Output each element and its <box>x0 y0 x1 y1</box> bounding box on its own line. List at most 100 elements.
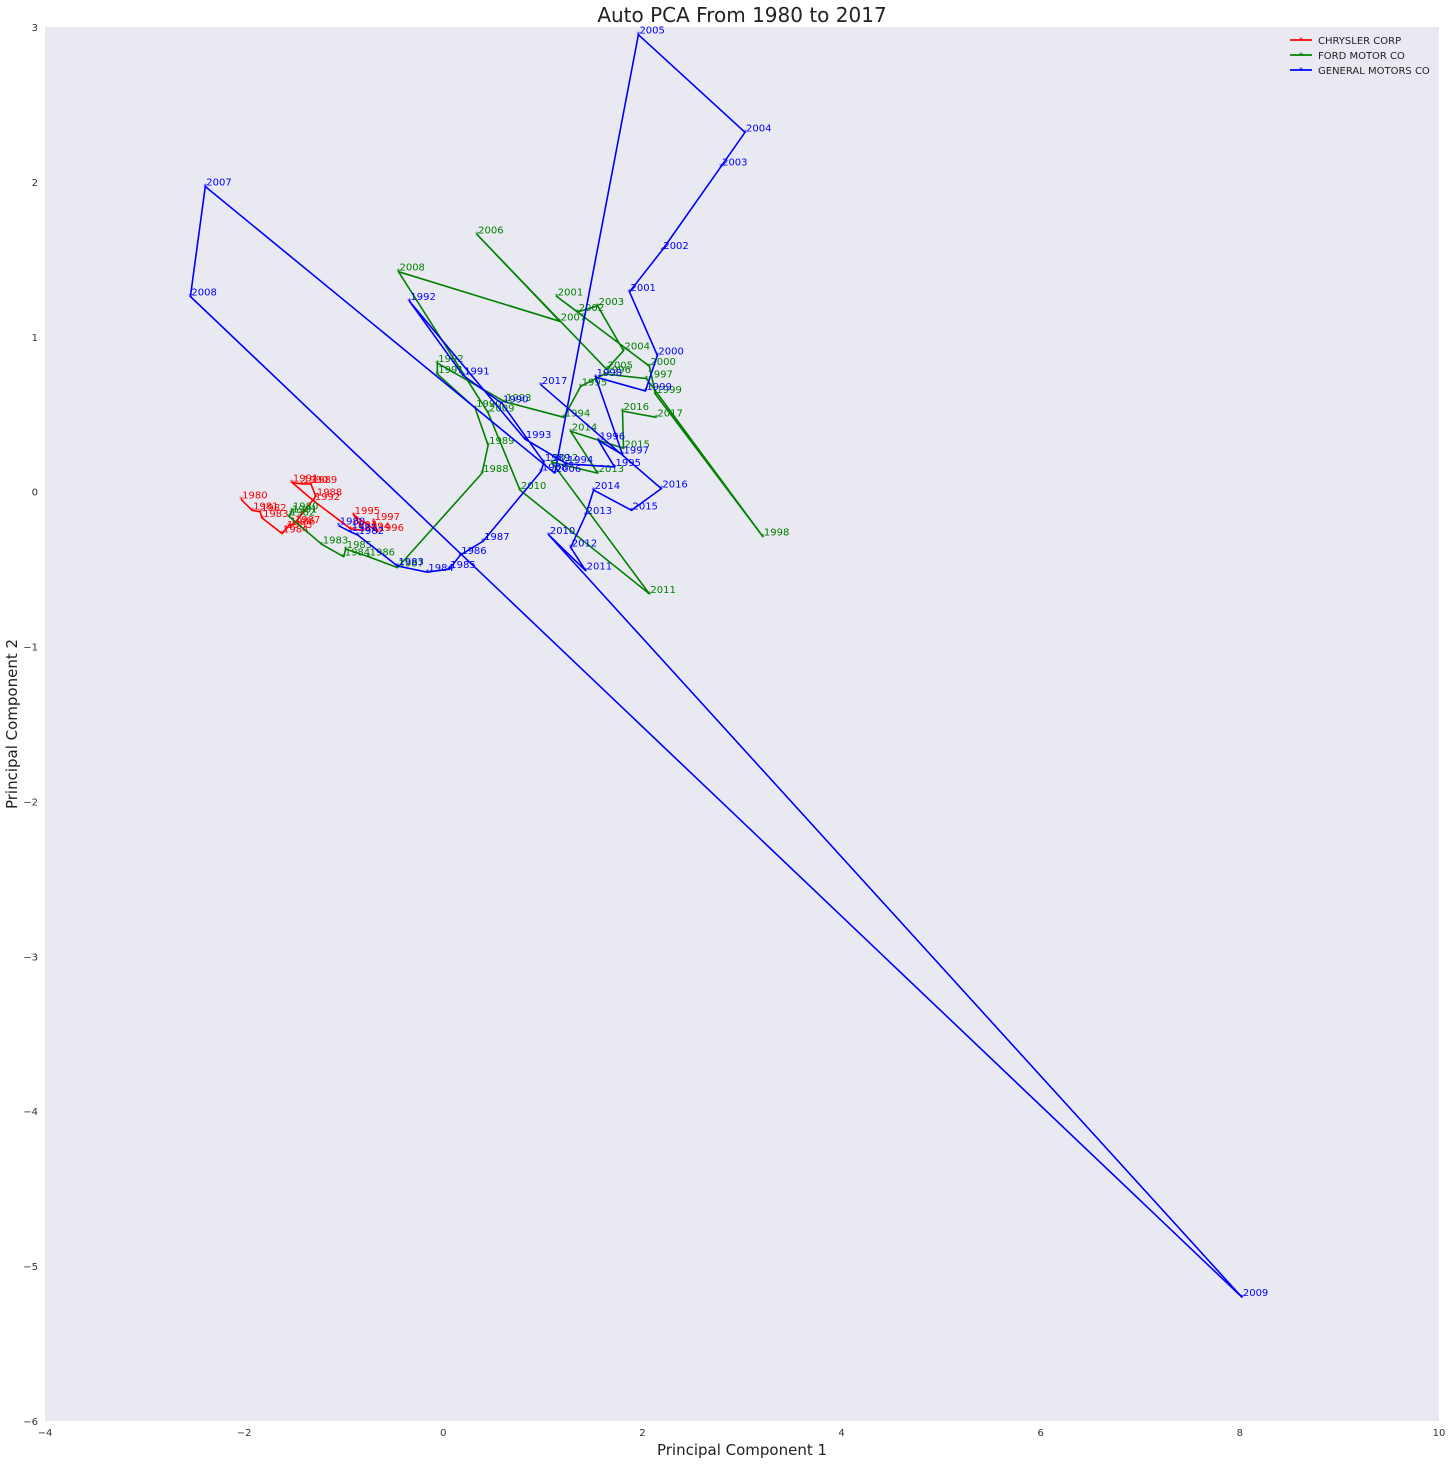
point-year-label: 1988 <box>542 463 567 474</box>
data-point: * <box>425 568 429 577</box>
point-year-label: 1987 <box>484 532 509 543</box>
data-point: * <box>1240 1293 1244 1302</box>
point-year-label: 1986 <box>290 517 315 528</box>
data-point: * <box>395 562 399 571</box>
data-point: * <box>647 590 651 599</box>
point-year-label: 2015 <box>632 501 657 512</box>
point-year-label: 2008 <box>191 288 216 299</box>
data-point: * <box>376 528 380 537</box>
point-year-label: 1995 <box>582 377 607 388</box>
point-year-label: 1983 <box>398 557 423 568</box>
x-tick-label: 0 <box>440 1428 446 1439</box>
data-point: * <box>344 545 348 554</box>
point-year-label: 2006 <box>556 464 581 475</box>
y-tick-label: −1 <box>23 643 38 654</box>
point-year-label: 2005 <box>608 360 633 371</box>
data-point: * <box>486 441 490 450</box>
y-tick-label: 0 <box>32 488 38 499</box>
series-line <box>288 233 764 595</box>
series-chrysler-corp: * 1980* 1981* 1982* 1983* 1984* 1985* 1986* 1987… <box>239 473 404 538</box>
data-point: * <box>300 480 304 489</box>
point-year-label: 1991 <box>438 365 463 376</box>
point-year-label: 2013 <box>599 464 624 475</box>
point-year-label: 1989 <box>545 453 570 464</box>
point-year-label: 1990 <box>303 475 328 486</box>
point-year-label: 1988 <box>483 464 508 475</box>
data-point: * <box>367 553 371 562</box>
x-tick-label: 4 <box>838 1428 844 1439</box>
data-point: * <box>289 509 293 518</box>
point-year-label: 2014 <box>572 422 597 433</box>
data-point: * <box>553 469 557 478</box>
y-tick-labels: −6 −5 −4 −3 −2 −1 0 1 2 3 <box>23 23 38 1428</box>
series-ford-motor-co: * 1980* 1981* 1982* 1983* 1984* 1985* 1986* 1987… <box>287 226 789 599</box>
data-point: * <box>621 407 625 416</box>
point-year-label: 2009 <box>489 404 514 415</box>
point-year-label: 1993 <box>506 393 531 404</box>
data-point: * <box>352 511 356 520</box>
point-year-label: 1997 <box>647 370 672 381</box>
data-point: * <box>594 373 598 382</box>
point-year-label: 1998 <box>764 528 789 539</box>
point-year-label: 1982 <box>261 503 286 514</box>
data-point: * <box>596 302 600 311</box>
point-year-label: 2011 <box>650 585 675 596</box>
point-year-label: 2010 <box>550 526 575 537</box>
point-year-label: 1994 <box>565 408 590 419</box>
data-point: * <box>337 522 341 531</box>
data-point: * <box>579 382 583 391</box>
x-tick-label: 6 <box>1038 1428 1044 1439</box>
data-point: * <box>260 514 264 523</box>
data-point: * <box>622 444 626 453</box>
legend-marker: * <box>1299 36 1303 45</box>
point-year-label: 1998 <box>597 368 622 379</box>
point-year-label: 2002 <box>579 303 604 314</box>
point-year-label: 2013 <box>587 506 612 517</box>
point-year-label: 1984 <box>428 563 453 574</box>
point-year-label: 2003 <box>722 157 747 168</box>
data-point: * <box>239 495 243 504</box>
x-tick-labels: −4 −2 0 2 4 6 8 10 <box>38 1428 1446 1439</box>
point-year-label: 2017 <box>542 376 567 387</box>
data-point: * <box>362 526 366 535</box>
data-point: * <box>250 506 254 515</box>
data-point: * <box>647 362 651 371</box>
y-tick-label: 3 <box>32 23 38 34</box>
data-point: * <box>188 293 192 302</box>
data-point: * <box>518 486 522 495</box>
series-line <box>189 33 1243 1298</box>
point-year-label: 2007 <box>206 178 231 189</box>
data-point: * <box>461 372 465 381</box>
point-year-label: 1996 <box>606 365 631 376</box>
data-point: * <box>539 381 543 390</box>
data-point: * <box>280 529 284 538</box>
point-year-label: 1983 <box>263 509 288 520</box>
point-year-label: 2017 <box>657 408 682 419</box>
point-year-label: 1980 <box>293 501 318 512</box>
data-point: * <box>458 551 462 560</box>
point-year-label: 2007 <box>561 312 586 323</box>
x-tick-label: 2 <box>639 1428 645 1439</box>
point-year-label: 1992 <box>410 292 435 303</box>
chart-title: Auto PCA From 1980 to 2017 <box>597 3 886 27</box>
point-year-label: 1989 <box>312 475 337 486</box>
data-point: * <box>486 409 490 418</box>
data-point: * <box>258 508 262 517</box>
data-point: * <box>395 564 399 573</box>
data-point: * <box>605 365 609 374</box>
point-year-label: 2001 <box>558 288 583 299</box>
data-point: * <box>584 511 588 520</box>
legend-label: FORD MOTOR CO <box>1318 51 1405 62</box>
point-year-label: 1993 <box>352 520 377 531</box>
data-point: * <box>629 506 633 515</box>
point-year-label: 2010 <box>521 481 546 492</box>
y-tick-label: −3 <box>23 952 38 963</box>
point-year-label: 1996 <box>600 432 625 443</box>
point-year-label: 1981 <box>352 523 377 534</box>
legend-label: GENERAL MOTORS CO <box>1318 66 1430 77</box>
data-point: * <box>447 565 451 574</box>
data-point: * <box>562 413 566 422</box>
data-point: * <box>203 183 207 192</box>
data-point: * <box>550 458 554 467</box>
